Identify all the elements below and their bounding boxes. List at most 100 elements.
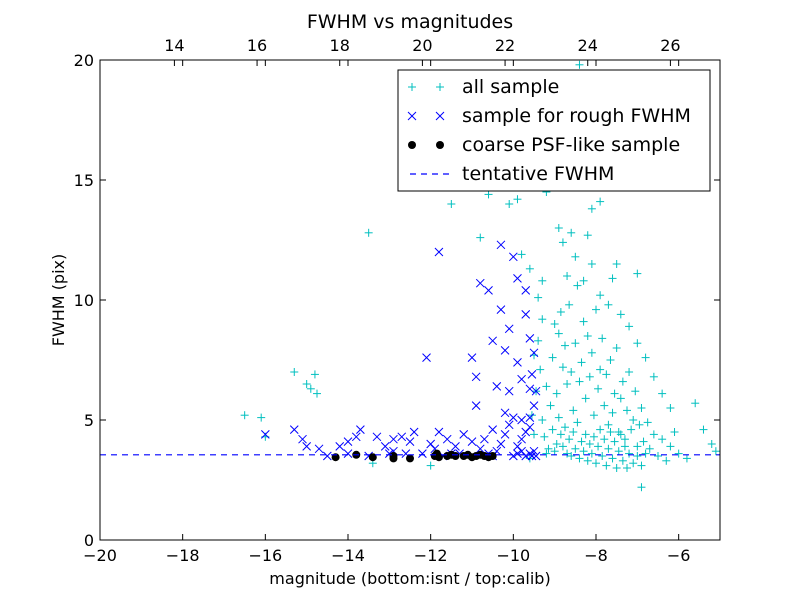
- data-point: [567, 228, 576, 237]
- data-point: [513, 274, 522, 283]
- data-point: [573, 418, 582, 427]
- data-point: [691, 399, 700, 408]
- data-point: [529, 446, 539, 456]
- data-point: [587, 449, 596, 458]
- data-point: [649, 430, 658, 439]
- x-top-tick-label: 20: [412, 36, 432, 55]
- x-b: [527, 451, 537, 461]
- data-point: [442, 434, 452, 444]
- data-point: [602, 461, 611, 470]
- x-b: [434, 427, 444, 437]
- data-point: [476, 233, 485, 242]
- data-point: [422, 353, 431, 362]
- x-tick-label: −8: [584, 546, 608, 565]
- data-point: [484, 190, 493, 199]
- data-point: [290, 368, 299, 376]
- data-point: [525, 384, 535, 394]
- data-point: [563, 380, 572, 388]
- data-point: [548, 353, 557, 362]
- data-point: [527, 451, 537, 461]
- y-axis: 0 5 10 15 20: [74, 51, 720, 550]
- x-top-tick-label: 24: [578, 36, 598, 55]
- data-point: [616, 394, 625, 403]
- data-point: [257, 413, 266, 422]
- data-point: [598, 334, 607, 343]
- data-point: [612, 464, 621, 472]
- data-point: [627, 425, 636, 434]
- legend-entry: coarse PSF-like sample: [408, 134, 680, 156]
- x-b: [488, 425, 498, 434]
- x-b: [496, 439, 506, 449]
- data-point: [521, 310, 531, 319]
- data-point: [546, 401, 555, 410]
- data-point: [500, 408, 510, 418]
- data-point: [604, 300, 613, 309]
- dot: [488, 452, 497, 460]
- data-point: [604, 420, 613, 429]
- data-point: [372, 432, 382, 442]
- data-point: [666, 404, 675, 412]
- data-point: [585, 440, 594, 448]
- x-b: [508, 451, 518, 461]
- x-b: [513, 274, 522, 283]
- x-b: [451, 442, 460, 451]
- data-point: [633, 339, 642, 348]
- x-b: [407, 111, 417, 121]
- data-point: [598, 452, 607, 460]
- data-point: [579, 276, 588, 285]
- data-point: [594, 442, 603, 451]
- x-b: [343, 437, 353, 446]
- data-point: [525, 334, 535, 343]
- data-point: [596, 365, 605, 374]
- data-point: [567, 368, 576, 376]
- data-point: [577, 358, 586, 367]
- data-point: [504, 386, 514, 396]
- data-point: [554, 224, 563, 232]
- data-point: [351, 432, 361, 442]
- data-point: [550, 447, 559, 456]
- data-point: [513, 195, 522, 204]
- data-point: [618, 377, 627, 386]
- data-point: [529, 401, 539, 410]
- x-b: [500, 346, 510, 355]
- y-tick-label: 5: [84, 411, 94, 430]
- data-point: [451, 442, 460, 451]
- data-point: [670, 428, 679, 436]
- data-point: [289, 425, 299, 434]
- x-top-tick-label: 16: [247, 36, 267, 55]
- data-point: [571, 252, 580, 261]
- data-point: [608, 454, 617, 463]
- x-axis-bottom: −20 −18 −16 −14 −12 −10 −8 −6: [83, 60, 690, 565]
- data-point: [571, 444, 580, 453]
- x-b: [488, 336, 498, 346]
- x-b: [389, 434, 398, 444]
- legend-swatch-marker: [436, 83, 444, 91]
- data-point: [563, 449, 572, 458]
- data-point: [641, 353, 650, 362]
- data-point: [500, 346, 510, 355]
- data-point: [635, 420, 644, 429]
- data-point: [552, 440, 561, 448]
- data-point: [649, 372, 658, 381]
- data-point: [556, 308, 565, 316]
- legend-entry: tentative FWHM: [410, 163, 614, 185]
- data-point: [306, 384, 315, 393]
- y-axis-label: FWHM (pix): [49, 254, 68, 347]
- data-point: [496, 439, 506, 449]
- x-b: [426, 439, 436, 449]
- data-point: [575, 454, 584, 463]
- data-point: [602, 370, 611, 379]
- x-tick-label: −20: [83, 546, 117, 565]
- data-point: [596, 197, 605, 206]
- data-point: [389, 434, 398, 444]
- data-point: [434, 453, 443, 462]
- data-point: [610, 389, 619, 398]
- x-tick-label: −18: [166, 546, 200, 565]
- data-point: [525, 264, 534, 273]
- legend-swatch-marker: [435, 111, 445, 121]
- x-b: [480, 434, 489, 444]
- x-b: [418, 449, 427, 458]
- data-point: [540, 432, 549, 441]
- x-b: [525, 334, 535, 343]
- x-b: [521, 286, 531, 295]
